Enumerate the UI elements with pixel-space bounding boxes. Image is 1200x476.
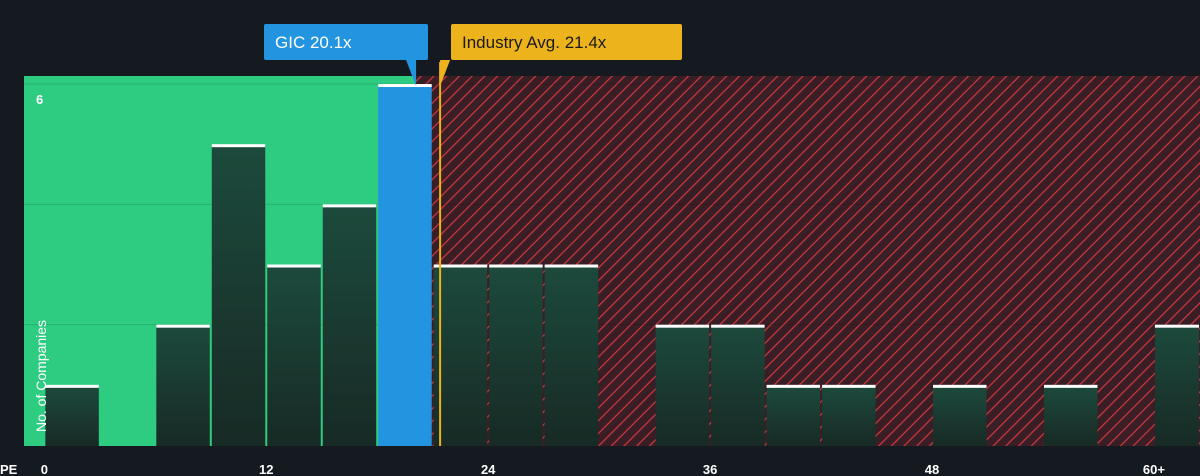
bar-fill: [544, 265, 599, 446]
bar-fill: [267, 265, 321, 446]
industry-callout-label: Industry Avg. 21.4x: [462, 33, 607, 52]
industry-callout-pointer: [440, 60, 451, 86]
bar-fill: [655, 325, 710, 446]
bar-fill: [433, 265, 488, 446]
bar-fill: [1154, 325, 1199, 446]
bar-cap: [822, 384, 876, 388]
company-callout-box: [264, 24, 428, 60]
histogram-bar: [433, 264, 488, 446]
company-bar: [378, 84, 432, 447]
bar-cap: [1154, 324, 1199, 328]
x-tick-label: 60+: [1143, 462, 1165, 476]
histogram-bar: [766, 384, 821, 446]
x-tick-label: 48: [925, 462, 939, 476]
x-tick-label: 0: [41, 462, 48, 476]
histogram-bar: [1154, 324, 1199, 446]
company-bar-fill: [378, 85, 432, 447]
x-axis-label: PE: [0, 462, 18, 476]
bar-cap: [544, 264, 599, 268]
histogram-bar: [45, 384, 99, 446]
y-axis-label: No. of Companies: [33, 320, 49, 432]
bar-cap: [933, 384, 987, 388]
bar-cap: [45, 384, 99, 388]
histogram-bar: [156, 324, 210, 446]
histogram-bar: [211, 144, 266, 446]
bar-cap: [378, 84, 432, 88]
histogram-bar: [322, 204, 377, 446]
histogram-bar: [267, 264, 321, 446]
histogram-bar: [933, 384, 987, 446]
histogram-bar: [544, 264, 599, 446]
x-tick-label: 12: [259, 462, 273, 476]
histogram-bar: [822, 384, 876, 446]
histogram-bar: [711, 324, 765, 446]
bar-cap: [211, 144, 266, 148]
bar-fill: [766, 385, 821, 446]
bar-fill: [156, 325, 210, 446]
bar-cap: [766, 384, 821, 388]
bar-cap: [322, 204, 377, 208]
industry-callout-box: [451, 24, 682, 60]
bar-fill: [489, 265, 543, 446]
bar-cap: [711, 324, 765, 328]
company-callout-label: GIC 20.1x: [275, 33, 352, 52]
x-axis: 0 12 24 36 48 60+: [41, 462, 1166, 476]
y-tick-label: 6: [36, 92, 43, 107]
x-tick-label: 24: [481, 462, 496, 476]
bar-fill: [711, 325, 765, 446]
bar-fill: [933, 385, 987, 446]
histogram-bar: [655, 324, 710, 446]
bar-fill: [822, 385, 876, 446]
value-markers: GIC 20.1x Industry Avg. 21.4x: [264, 24, 682, 446]
x-tick-label: 36: [703, 462, 717, 476]
histogram-bars: [45, 84, 1199, 447]
bar-fill: [322, 205, 377, 446]
bar-fill: [1043, 385, 1098, 446]
histogram-bar: [489, 264, 543, 446]
bar-cap: [433, 264, 488, 268]
bar-fill: [211, 145, 266, 446]
histogram-bar: [1043, 384, 1098, 446]
bar-cap: [156, 324, 210, 328]
bar-cap: [267, 264, 321, 268]
bar-fill: [45, 385, 99, 446]
bar-cap: [489, 264, 543, 268]
bar-cap: [1043, 384, 1098, 388]
company-callout-pointer: [406, 60, 417, 86]
bar-cap: [655, 324, 710, 328]
